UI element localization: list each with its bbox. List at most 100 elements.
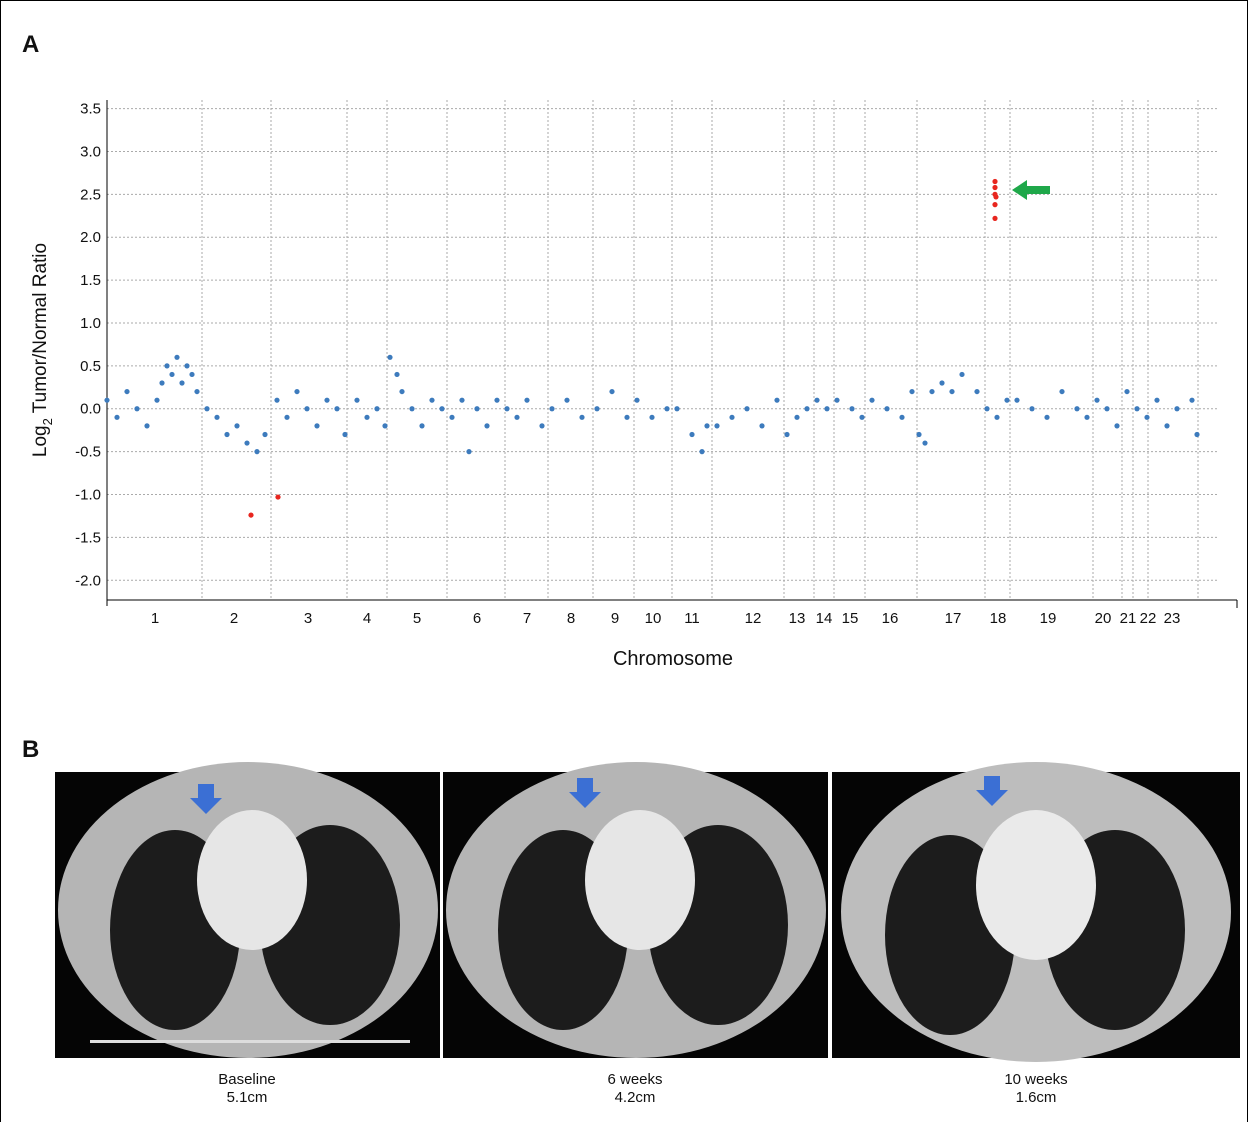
point [959,371,965,378]
point [824,406,830,412]
arrow [1012,180,1050,200]
point [634,397,640,403]
point [114,414,120,420]
point [624,414,630,420]
x-tick-label: 3 [304,610,312,627]
x-tick-label: 22 [1140,610,1157,627]
point [174,354,180,360]
point [224,431,230,438]
point [929,388,935,395]
point [869,397,875,403]
x-tick-label: 21 [1120,610,1137,627]
point [916,431,922,438]
x-tick-label: 20 [1095,610,1112,627]
point [884,406,890,412]
point [134,406,140,412]
point [364,414,370,420]
point [984,406,990,412]
point [459,397,465,403]
y-tick-label: 3.5 [80,101,101,118]
point [759,423,765,429]
point [342,431,348,438]
point [594,406,600,412]
panel-label: A [22,31,39,58]
point [849,406,855,412]
image-caption: 6 weeks [607,1071,662,1088]
point [284,414,290,420]
point [382,423,388,429]
point [189,371,195,378]
x-tick-label: 10 [645,610,662,627]
x-tick-label: 2 [230,610,238,627]
point [334,406,340,412]
y-tick-label: -0.5 [75,444,101,461]
x-tick-label: 5 [413,610,421,627]
point [1174,406,1180,412]
point [179,380,185,386]
point [834,397,840,403]
plot-area: -2.0 -1.5 -1.0 -0.5 0.0 0.5 1.0 1.5 2.0 2.5 3.0 3.5… [75,100,1238,627]
point [262,431,268,438]
x-tick-label: 16 [882,610,899,627]
point [1044,414,1050,420]
point [674,406,680,412]
point [1194,431,1200,438]
point [994,414,1000,420]
point [144,423,150,429]
image-caption: Baseline [218,1071,276,1088]
point [794,414,800,420]
point [1134,406,1140,412]
image-size: 5.1cm [227,1089,268,1106]
point [204,406,210,412]
point [124,388,130,395]
point [909,388,915,395]
image-size: 1.6cm [1016,1089,1057,1106]
point [609,388,615,395]
y-tick-label: 2.5 [80,186,101,203]
y-axis-label: Log2 Tumor/Normal Ratio [30,243,55,457]
point [104,397,110,403]
y-label-rest: Tumor/Normal Ratio [30,243,51,418]
x-tick-label: 23 [1164,610,1181,627]
point [248,512,254,518]
point [1144,414,1150,420]
point [1074,406,1080,412]
point [1094,397,1100,403]
point [399,388,405,395]
point [1114,423,1120,429]
point [729,414,735,420]
point [466,449,472,455]
x-tick-label: 9 [611,610,619,627]
point [1029,406,1035,412]
point [564,397,570,403]
point [394,371,400,378]
point [374,406,380,412]
point [899,414,905,420]
point [214,414,220,420]
point [1154,397,1160,403]
point [1189,397,1195,403]
point [949,388,955,395]
point [274,397,280,403]
point [244,440,250,446]
x-tick-label: 1 [151,610,159,627]
point [184,363,190,369]
point [494,397,500,403]
point [992,202,998,208]
point [939,380,945,386]
point [992,184,998,191]
point [744,406,750,412]
point [699,449,705,455]
point [992,178,998,185]
image-caption: 10 weeks [1004,1071,1067,1088]
point [275,494,281,500]
point [254,449,260,455]
point [504,406,510,412]
x-tick-label: 6 [473,610,481,627]
point [784,431,790,438]
point [314,423,320,429]
point [449,414,455,420]
y-tick-label: -1.5 [75,529,101,546]
x-tick-label: 17 [945,610,962,627]
